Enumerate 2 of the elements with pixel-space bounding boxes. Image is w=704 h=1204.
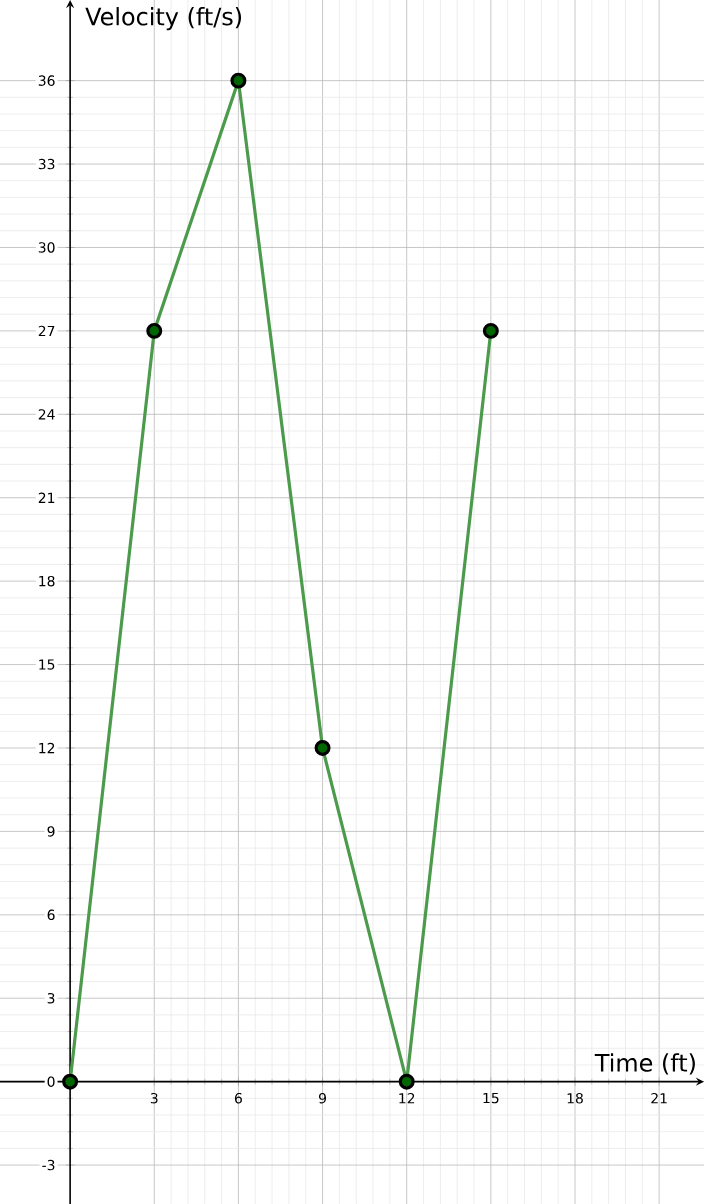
y-axis-title: Velocity (ft/s) xyxy=(85,7,242,31)
x-axis-title: Time (ft) xyxy=(594,1053,695,1075)
